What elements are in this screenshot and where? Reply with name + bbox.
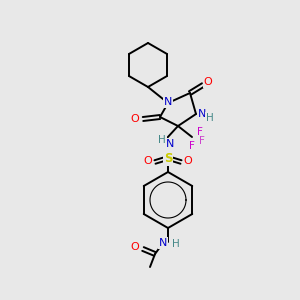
Text: H: H	[158, 135, 166, 145]
Text: F: F	[189, 141, 195, 151]
Text: O: O	[184, 156, 192, 166]
Text: O: O	[144, 156, 152, 166]
Text: H: H	[206, 113, 214, 123]
Text: F: F	[199, 136, 205, 146]
Text: F: F	[197, 127, 203, 137]
Text: N: N	[159, 238, 167, 248]
Text: H: H	[172, 239, 180, 249]
Text: O: O	[204, 77, 212, 87]
Text: O: O	[130, 114, 140, 124]
Text: N: N	[164, 97, 172, 107]
Text: O: O	[130, 242, 140, 252]
Text: N: N	[166, 139, 174, 149]
Text: S: S	[164, 152, 172, 164]
Text: N: N	[198, 109, 206, 119]
